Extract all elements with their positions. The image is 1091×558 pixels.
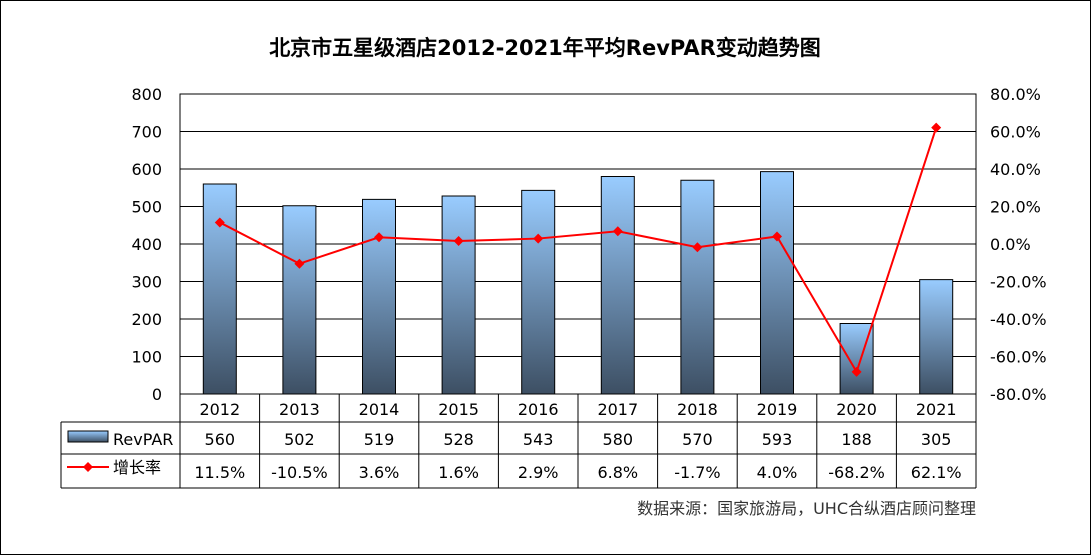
revpar-bar <box>282 205 317 395</box>
revpar-bar <box>839 323 874 395</box>
chart-title: 北京市五星级酒店2012-2021年平均RevPAR变动趋势图 <box>269 36 821 60</box>
revpar-value-label: 188 <box>841 430 872 449</box>
y-left-tick-label: 500 <box>131 198 162 217</box>
y-left-tick-label: 0 <box>152 385 162 404</box>
y-left-tick-label: 600 <box>131 160 162 179</box>
legend-growth-label: 增长率 <box>113 458 161 477</box>
x-category-label: 2018 <box>677 400 718 419</box>
x-category-label: 2015 <box>438 400 479 419</box>
y-right-tick-label: -80.0% <box>990 385 1047 404</box>
y-right-tick-label: -60.0% <box>990 348 1047 367</box>
y-right-tick-label: 20.0% <box>990 198 1041 217</box>
revpar-value-label: 528 <box>443 430 474 449</box>
growth-line <box>219 127 938 375</box>
growth-value-label: -1.7% <box>674 463 720 482</box>
revpar-value-label: 305 <box>921 430 952 449</box>
y-right-tick-label: 80.0% <box>990 85 1041 104</box>
x-category-label: 2021 <box>916 400 957 419</box>
legend-line-marker <box>83 462 93 472</box>
x-category-label: 2020 <box>836 400 877 419</box>
growth-value-label: 3.6% <box>359 463 400 482</box>
revpar-bar <box>362 198 396 395</box>
growth-point <box>294 258 305 269</box>
source-note: 数据来源：国家旅游局，UHC合纵酒店顾问整理 <box>637 499 976 518</box>
growth-point <box>692 242 703 253</box>
growth-point <box>931 122 942 133</box>
x-category-label: 2013 <box>279 400 320 419</box>
revpar-bar <box>202 183 237 395</box>
y-right-tick-label: 40.0% <box>990 160 1041 179</box>
growth-point <box>612 226 623 237</box>
y-right-tick-label: -40.0% <box>990 310 1047 329</box>
revpar-value-label: 560 <box>205 430 236 449</box>
growth-point <box>214 217 225 228</box>
growth-value-label: 62.1% <box>911 463 962 482</box>
data-table: 2012 560 11.5% 2013 502 -10.5% 2014 519 3.6% 2015… <box>60 394 977 489</box>
growth-point <box>772 231 782 242</box>
revpar-value-label: 502 <box>284 430 315 449</box>
y-left-tick-label: 700 <box>131 123 162 142</box>
x-category-label: 2012 <box>199 400 240 419</box>
y-left-tick-label: 400 <box>131 235 162 254</box>
growth-value-label: -68.2% <box>828 463 885 482</box>
y-right-tick-label: -20.0% <box>990 273 1047 292</box>
revpar-bar <box>441 195 476 395</box>
growth-value-label: 6.8% <box>597 463 638 482</box>
growth-value-label: 2.9% <box>518 463 559 482</box>
y-right-tick-label: 0.0% <box>990 235 1031 254</box>
revpar-value-label: 580 <box>603 430 634 449</box>
plot-area: 0 100 200 300 400 500 600 700 800 -80.0% -60.0% -40… <box>131 85 1046 404</box>
growth-point <box>374 232 384 243</box>
revpar-bar <box>680 179 715 395</box>
y-left-tick-label: 800 <box>131 85 162 104</box>
legend-revpar-label: RevPAR <box>113 430 173 449</box>
revpar-bar <box>521 189 556 395</box>
y-left-tick-label: 100 <box>131 348 162 367</box>
revpar-value-label: 543 <box>523 430 554 449</box>
growth-value-label: 1.6% <box>438 463 479 482</box>
growth-value-label: -10.5% <box>271 463 328 482</box>
revpar-value-label: 593 <box>762 430 793 449</box>
growth-point <box>851 366 862 377</box>
growth-value-label: 11.5% <box>194 463 245 482</box>
revpar-value-label: 570 <box>682 430 713 449</box>
revpar-bar <box>919 279 954 395</box>
growth-value-label: 4.0% <box>757 463 798 482</box>
x-category-label: 2014 <box>359 400 400 419</box>
legend-bar-swatch <box>67 430 109 443</box>
x-category-label: 2019 <box>757 400 798 419</box>
revpar-bar <box>600 176 635 395</box>
growth-point <box>533 233 544 244</box>
y-left-tick-label: 300 <box>131 273 162 292</box>
growth-point <box>453 236 464 246</box>
x-category-label: 2016 <box>518 400 559 419</box>
revpar-bar <box>760 171 794 395</box>
y-right-tick-label: 60.0% <box>990 123 1041 142</box>
revpar-value-label: 519 <box>364 430 395 449</box>
x-category-label: 2017 <box>597 400 638 419</box>
y-left-tick-label: 200 <box>131 310 162 329</box>
